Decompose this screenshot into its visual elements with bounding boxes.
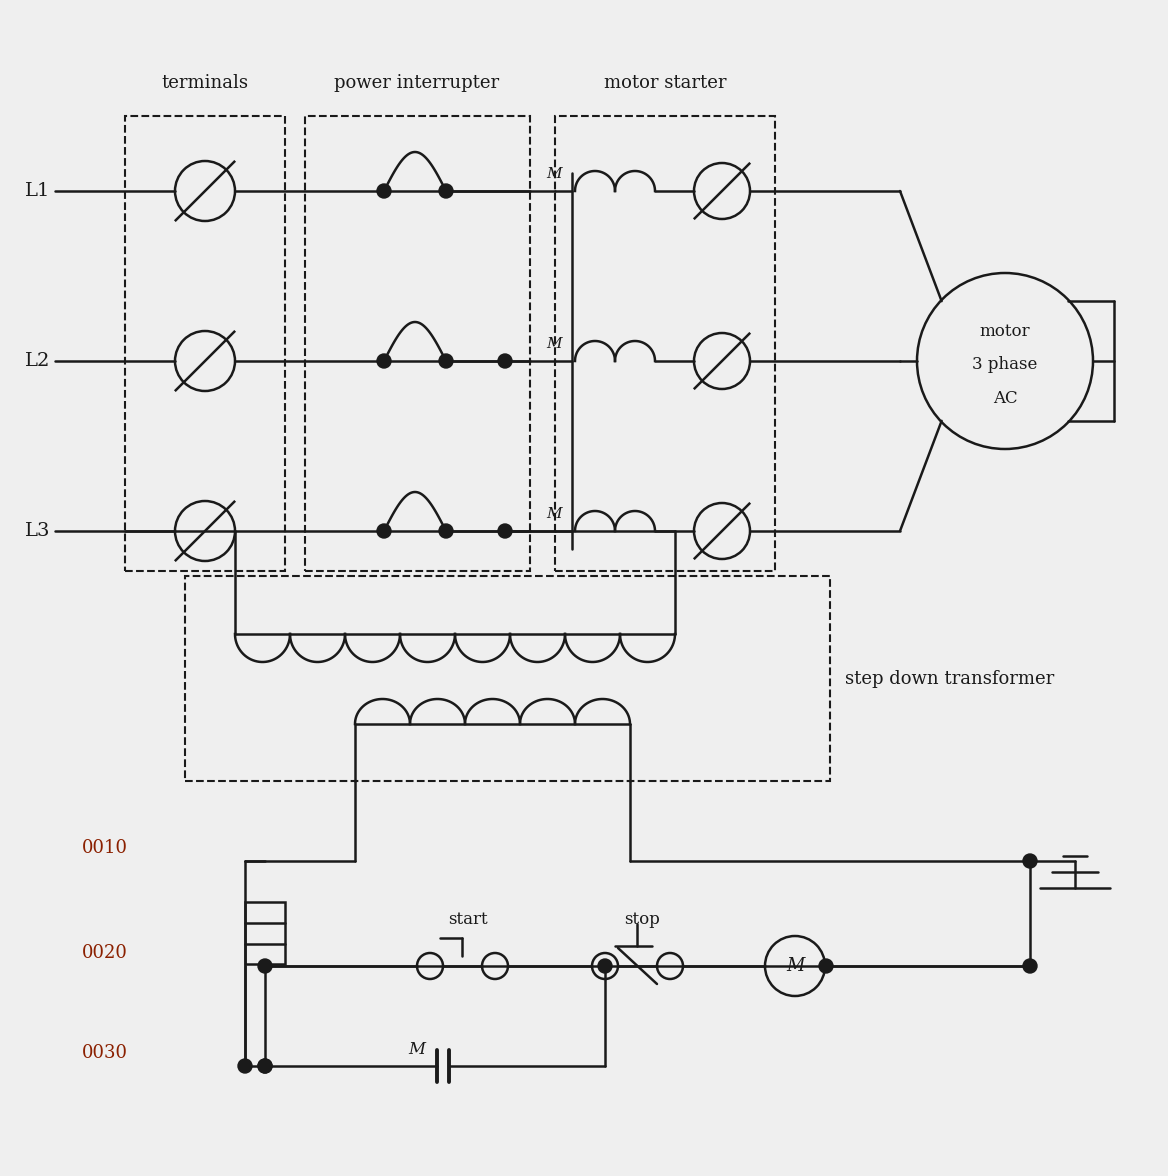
Text: M: M bbox=[547, 507, 562, 521]
Text: step down transformer: step down transformer bbox=[844, 669, 1055, 688]
Text: 0020: 0020 bbox=[82, 944, 128, 962]
Text: L3: L3 bbox=[25, 522, 50, 540]
Text: power interrupter: power interrupter bbox=[334, 74, 500, 92]
Text: L2: L2 bbox=[25, 352, 50, 370]
Text: AC: AC bbox=[993, 390, 1017, 407]
Circle shape bbox=[1023, 958, 1037, 973]
Circle shape bbox=[258, 958, 272, 973]
Circle shape bbox=[258, 1060, 272, 1073]
Text: 3 phase: 3 phase bbox=[972, 356, 1037, 373]
Text: 0010: 0010 bbox=[82, 838, 128, 857]
Circle shape bbox=[377, 354, 391, 368]
Circle shape bbox=[598, 958, 612, 973]
Circle shape bbox=[258, 1060, 272, 1073]
Text: M: M bbox=[409, 1041, 425, 1058]
Text: M: M bbox=[547, 338, 562, 350]
Circle shape bbox=[1023, 854, 1037, 868]
Circle shape bbox=[377, 524, 391, 537]
Circle shape bbox=[819, 958, 833, 973]
Text: motor starter: motor starter bbox=[604, 74, 726, 92]
Text: L1: L1 bbox=[25, 182, 50, 200]
Circle shape bbox=[498, 354, 512, 368]
Circle shape bbox=[439, 524, 453, 537]
Text: M: M bbox=[786, 957, 805, 975]
Circle shape bbox=[498, 524, 512, 537]
Circle shape bbox=[238, 1060, 252, 1073]
Text: stop: stop bbox=[625, 911, 660, 928]
Circle shape bbox=[377, 183, 391, 198]
Circle shape bbox=[439, 183, 453, 198]
Text: M: M bbox=[547, 167, 562, 181]
Text: motor: motor bbox=[980, 323, 1030, 340]
Bar bbox=[245, 902, 285, 964]
Text: 0030: 0030 bbox=[82, 1044, 128, 1062]
Text: terminals: terminals bbox=[161, 74, 249, 92]
Circle shape bbox=[439, 354, 453, 368]
Text: start: start bbox=[447, 911, 487, 928]
